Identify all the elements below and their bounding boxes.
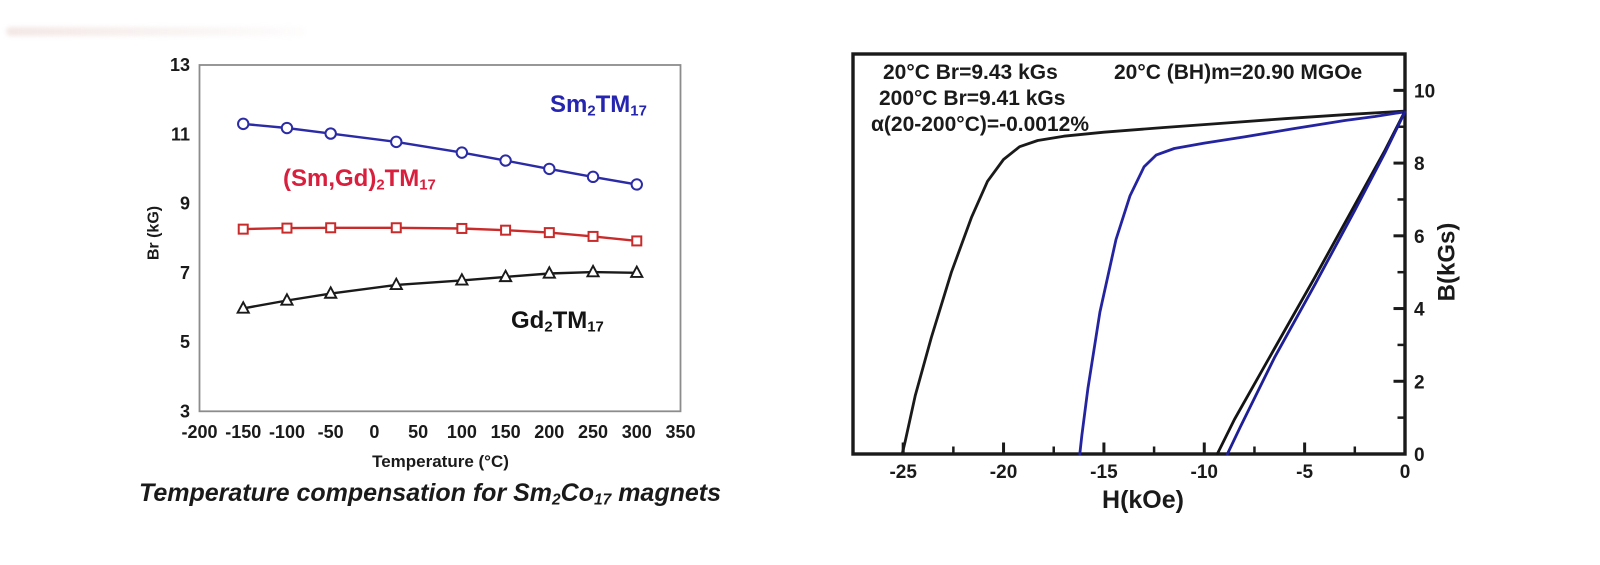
marker-circle: [324, 127, 337, 140]
y-tick-label: 2: [1414, 372, 1425, 393]
right-x-ticks: [901, 442, 1357, 453]
marker-circle: [455, 146, 469, 159]
left-y-tick-labels: 3 5 7 9 11 13: [170, 55, 190, 421]
marker-square: [237, 223, 249, 235]
marker-circle: [280, 121, 294, 135]
curve-200C-intrinsic-curve: [1078, 110, 1407, 456]
curve-20C-induction-line: [1215, 109, 1407, 456]
y-tick-label: 10: [1414, 81, 1435, 102]
marker-circle: [543, 162, 556, 176]
left-chart: -200 -150 -100 -50 0 50 100 150 200 250 300 350 3 5 7 9…: [170, 55, 696, 442]
y-tick-label: 11: [171, 124, 190, 144]
x-tick-label: 100: [447, 422, 477, 442]
series-label-gd2tm17: Gd2TM17: [511, 307, 604, 336]
marker-triangle: [323, 285, 338, 299]
series-Sm2TM17: [237, 117, 643, 191]
y-tick-label: 13: [170, 55, 190, 75]
marker-circle: [237, 117, 250, 131]
right-chart: -25 -20 -15 -10 -5 00 2 4 6 8 10: [851, 52, 1435, 483]
series-label-sm2tm17: Sm2TM17: [550, 91, 647, 120]
curve-200C-induction-line: [1226, 110, 1407, 456]
y-tick-label: 9: [180, 194, 190, 214]
scan-artifact-smudge: [6, 27, 306, 36]
marker-square: [631, 235, 643, 247]
marker-circle: [390, 135, 403, 149]
x-tick-label: -20: [990, 462, 1017, 483]
left-x-tick-labels: -200 -150 -100 -50 0 50 100 150 200 250 300 350: [181, 422, 695, 442]
series-label-smgd2tm17: (Sm,Gd)2TM17: [283, 165, 436, 194]
annotation-br-200c: 200°C Br=9.41 kGs: [879, 87, 1066, 110]
marker-square: [587, 230, 599, 242]
right-x-tick-labels: -25 -20 -15 -10 -5 0: [889, 462, 1410, 483]
marker-square: [390, 222, 402, 234]
x-tick-label: 200: [534, 422, 564, 442]
marker-square: [500, 224, 512, 236]
series-line: [242, 270, 637, 310]
x-tick-label: -150: [225, 422, 261, 442]
x-tick-label: 350: [665, 422, 695, 442]
x-tick-label: -10: [1191, 462, 1218, 483]
marker-triangle: [542, 265, 557, 279]
marker-square: [456, 222, 468, 234]
marker-circle: [586, 170, 600, 184]
marker-triangle: [498, 268, 513, 283]
marker-triangle: [279, 292, 295, 306]
marker-triangle: [629, 264, 644, 278]
x-tick-label: -200: [181, 422, 217, 442]
x-tick-label: 0: [369, 422, 379, 442]
y-tick-label: 4: [1414, 300, 1425, 321]
annotation-br-20c: 20°C Br=9.43 kGs: [883, 61, 1058, 84]
marker-triangle: [585, 263, 601, 278]
left-y-axis-title: Br (kG): [145, 205, 163, 261]
right-plot-frame: [851, 52, 1407, 456]
marker-circle: [630, 178, 643, 191]
x-tick-label: 50: [408, 422, 428, 442]
x-tick-label: 150: [491, 422, 521, 442]
y-tick-label: 5: [180, 332, 190, 352]
y-tick-label: 7: [180, 263, 190, 283]
series-Gd2TM17: [236, 263, 644, 314]
right-y-axis-title: B(kGs): [1433, 222, 1461, 302]
y-tick-label: 8: [1414, 154, 1425, 175]
annotation-alpha-coefficient: α(20-200°C)=-0.0012%: [871, 113, 1090, 136]
series-line: [243, 226, 637, 243]
x-tick-label: 0: [1400, 462, 1411, 483]
marker-triangle: [236, 300, 251, 314]
marker-square: [325, 222, 337, 234]
x-tick-label: -50: [318, 422, 344, 442]
marker-triangle: [389, 276, 404, 291]
y-tick-label: 0: [1414, 445, 1425, 466]
marker-square: [543, 227, 555, 239]
x-tick-label: 300: [622, 422, 652, 442]
y-tick-label: 6: [1414, 227, 1425, 248]
y-tick-label: 3: [180, 401, 190, 421]
marker-triangle: [454, 272, 470, 286]
x-tick-label: -100: [269, 422, 305, 442]
x-tick-label: -25: [889, 462, 917, 483]
right-y-tick-labels: 0 2 4 6 8 10: [1414, 81, 1435, 466]
left-chart-caption: Temperature compensation for Sm2Co17 mag…: [138, 479, 722, 509]
x-tick-label: -15: [1090, 462, 1118, 483]
marker-circle: [499, 154, 512, 167]
curve-20C-intrinsic-curve: [900, 109, 1407, 456]
marker-square: [281, 222, 293, 234]
right-x-axis-title: H(kOe): [1102, 486, 1184, 514]
left-x-axis-title: Temperature (°C): [372, 452, 509, 471]
x-tick-label: 250: [578, 422, 608, 442]
left-plot-frame: [198, 64, 682, 413]
right-y-ticks: [1393, 88, 1404, 419]
series-(Sm,Gd)2TM17: [237, 222, 643, 247]
annotation-bhmax: 20°C (BH)m=20.90 MGOe: [1114, 61, 1363, 84]
x-tick-label: -5: [1296, 462, 1313, 483]
